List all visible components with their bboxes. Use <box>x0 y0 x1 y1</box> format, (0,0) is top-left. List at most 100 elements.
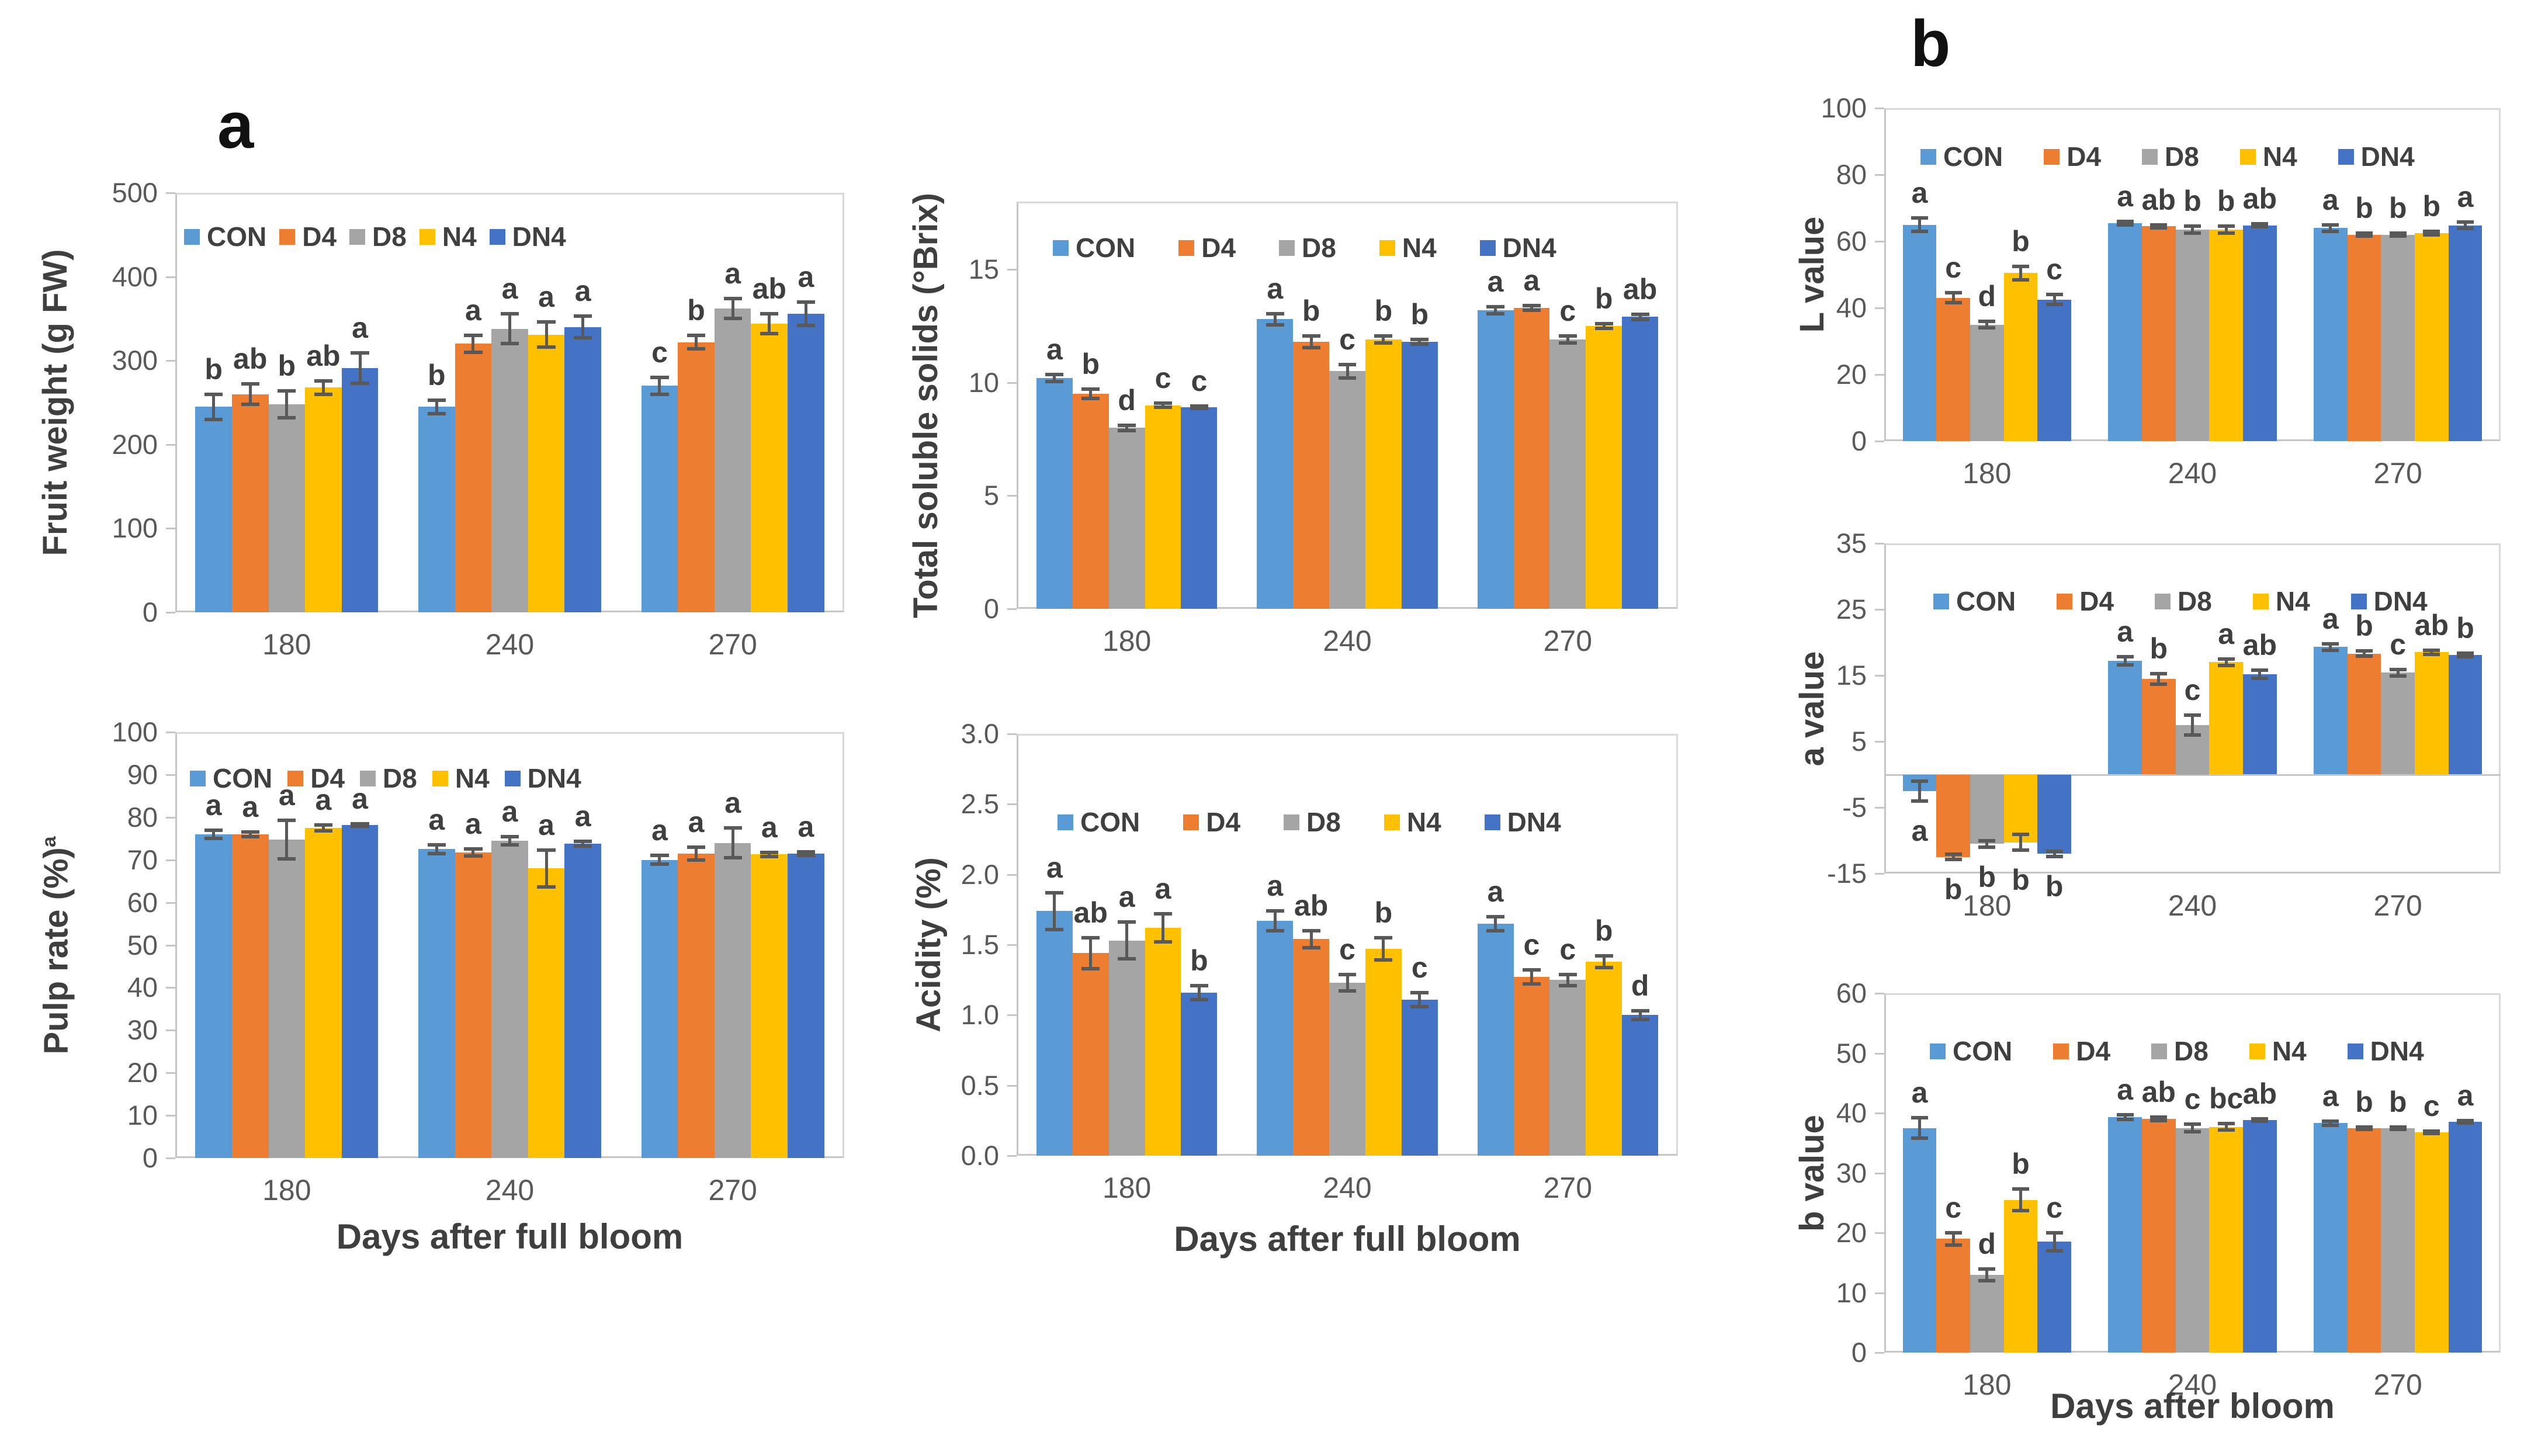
y-tick-label: 70 <box>127 844 158 875</box>
legend-item-N4: N4 <box>432 762 490 794</box>
error-bar-cap <box>1338 362 1357 366</box>
legend-label: D8 <box>383 763 417 793</box>
sig-letter: a <box>2117 1073 2134 1107</box>
bar-D4-180 <box>1936 1239 1970 1353</box>
error-bar-cap <box>1911 1116 1928 1120</box>
sig-letter: b <box>1410 298 1429 331</box>
error-bar <box>1638 314 1642 320</box>
sig-letter: ab <box>306 339 341 372</box>
error-bar <box>435 845 438 854</box>
error-bar <box>2329 1121 2332 1125</box>
error-bar <box>2157 1117 2161 1121</box>
sig-letter: ab <box>1294 889 1329 922</box>
legend-label: D4 <box>1201 233 1236 263</box>
x-tick-label: 240 <box>2168 1368 2217 1401</box>
error-bar <box>581 316 585 338</box>
y-tick-mark <box>166 1157 175 1159</box>
y-tick-mark <box>166 528 175 530</box>
y-tick-label: 1.0 <box>961 999 999 1031</box>
error-bar-cap <box>351 351 369 355</box>
y-tick-mark <box>1875 543 1884 545</box>
sig-letter: a <box>651 814 668 847</box>
error-bar-cap <box>1410 990 1429 994</box>
y-tick-label: 10 <box>127 1100 158 1131</box>
legend-swatch-CON <box>1933 593 1949 609</box>
sig-letter: c <box>1559 932 1576 966</box>
error-bar-cap <box>2217 224 2235 228</box>
error-bar <box>1951 1233 1955 1245</box>
sig-letter: a <box>1911 176 1928 210</box>
bar-DN4-180 <box>341 824 379 1158</box>
sig-letter: d <box>1978 279 1996 313</box>
error-bar-cap <box>2012 1187 2029 1191</box>
bar-CON-270 <box>641 859 678 1158</box>
bar-D4-240 <box>455 344 492 612</box>
error-bar-cap <box>2012 833 2029 837</box>
bar-D4-240 <box>2141 678 2176 775</box>
bar-DN4-180 <box>1181 992 1218 1156</box>
legend-item-DN4: DN4 <box>1484 806 1561 838</box>
bar-N4-180 <box>2003 774 2038 843</box>
error-bar-cap <box>1978 1279 1996 1282</box>
legend-item-D8: D8 <box>2155 585 2212 617</box>
bar-D8-270 <box>2381 234 2415 441</box>
error-bar <box>1382 336 1385 343</box>
error-bar-cap <box>2045 293 2063 297</box>
y-tick-label: 0.5 <box>961 1069 999 1101</box>
error-bar-cap <box>1978 845 1996 849</box>
bar-CON-270 <box>1477 923 1514 1156</box>
error-bar-cap <box>427 851 446 855</box>
legend-label: DN4 <box>1502 233 1556 263</box>
error-bar-cap <box>1558 341 1577 345</box>
sig-letter: a <box>1487 265 1504 299</box>
error-bar-cap <box>1338 989 1357 993</box>
error-bar-cap <box>2389 667 2407 671</box>
error-bar-cap <box>204 392 223 396</box>
error-bar-cap <box>1486 305 1505 309</box>
legend-item-CON: CON <box>1053 232 1135 264</box>
error-bar <box>1985 840 1989 847</box>
error-bar-cap <box>427 843 446 847</box>
error-bar <box>1125 922 1129 959</box>
bar-DN4-270 <box>1622 317 1659 609</box>
error-bar <box>2123 657 2127 665</box>
bar-CON-270 <box>641 386 678 612</box>
sig-letter: b <box>2012 864 2030 897</box>
legend-label: N4 <box>1406 807 1441 837</box>
legend-label: N4 <box>1402 233 1437 263</box>
sig-letter: d <box>1631 969 1649 1003</box>
error-bar-cap <box>2116 1118 2134 1122</box>
sig-letter: a <box>538 280 554 314</box>
error-bar-cap <box>1631 318 1649 322</box>
error-bar-cap <box>1978 838 1996 843</box>
error-bar-cap <box>2116 223 2134 227</box>
error-bar <box>2019 1189 2022 1211</box>
y-tick-label: 50 <box>1836 1037 1867 1069</box>
error-bar <box>1951 854 1955 860</box>
sig-letter: a <box>1154 872 1171 906</box>
error-bar-cap <box>650 862 669 866</box>
sig-letter: a <box>501 272 518 305</box>
y-tick-mark <box>166 987 175 989</box>
legend-swatch-CON <box>1930 1043 1946 1059</box>
error-bar-cap <box>2389 1127 2407 1131</box>
sig-letter: a <box>798 260 814 293</box>
y-tick-label: 10 <box>1836 1277 1867 1308</box>
error-bar-cap <box>2457 1121 2474 1125</box>
error-bar-cap <box>2322 642 2339 646</box>
y-tick-label: 300 <box>112 345 158 376</box>
y-tick-mark <box>1875 108 1884 109</box>
y-tick-label: 0 <box>1851 1337 1867 1368</box>
y-tick-mark <box>1007 1014 1017 1017</box>
error-bar-cap <box>2217 657 2235 661</box>
error-bar-cap <box>2116 655 2134 659</box>
error-bar-cap <box>1558 983 1577 987</box>
bar-CON-270 <box>2313 1123 2348 1353</box>
sig-letter: a <box>315 783 332 816</box>
sig-letter: a <box>465 294 481 327</box>
y-tick-label: -5 <box>1842 792 1867 823</box>
y-tick-label: 100 <box>112 512 158 544</box>
y-tick-label: 200 <box>112 428 158 460</box>
legend-item-D4: D4 <box>1178 232 1236 264</box>
